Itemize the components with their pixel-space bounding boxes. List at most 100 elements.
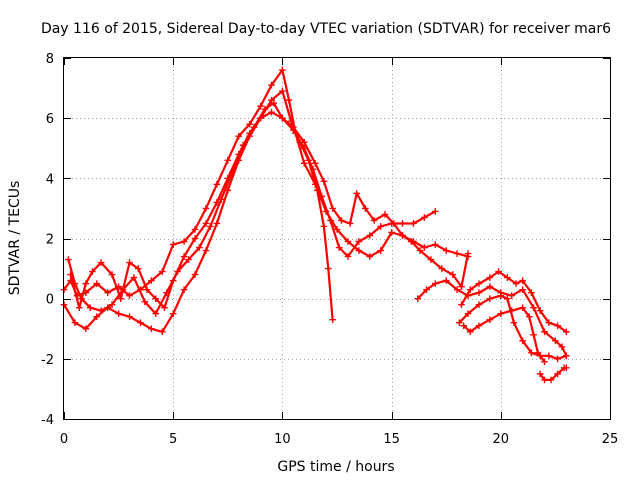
data-point (449, 271, 457, 278)
data-point (285, 96, 293, 104)
series-arc-6 (456, 292, 570, 363)
data-point (89, 268, 96, 275)
data-point (547, 376, 555, 384)
data-point (545, 319, 553, 327)
data-point (180, 238, 188, 245)
x-tick-label: 20 (493, 432, 510, 447)
data-point (563, 364, 570, 372)
data-point (475, 289, 483, 296)
x-tick-label: 5 (169, 432, 177, 447)
data-point (525, 313, 533, 321)
data-point (416, 247, 424, 254)
data-point (126, 259, 133, 266)
data-point (335, 244, 343, 251)
data-point (268, 108, 275, 116)
x-axis-label: GPS time / hours (277, 459, 394, 475)
y-axis-label: SDTVAR / TECUs (7, 181, 23, 296)
data-point (355, 238, 363, 245)
data-point (324, 265, 332, 272)
data-point (458, 301, 465, 308)
data-point (554, 322, 561, 330)
data-point (407, 238, 415, 245)
data-point (504, 295, 511, 302)
data-point (270, 99, 277, 107)
data-point (338, 217, 345, 224)
data-point (427, 256, 435, 263)
data-point (563, 328, 570, 336)
data-point (512, 280, 520, 287)
data-point (519, 286, 526, 293)
data-point (169, 310, 177, 318)
data-point (399, 232, 406, 239)
data-point (456, 319, 463, 327)
data-point (318, 193, 326, 200)
data-point (508, 292, 516, 299)
data-point (486, 316, 494, 324)
data-point (442, 277, 450, 284)
data-point (377, 247, 384, 254)
data-point (554, 370, 561, 378)
data-point (519, 277, 526, 284)
chart-title: Day 116 of 2015, Sidereal Day-to-day VTE… (41, 21, 611, 37)
y-tick-label: -4 (41, 413, 54, 428)
data-point (421, 244, 428, 251)
data-point (191, 226, 199, 233)
data-point (329, 316, 336, 324)
data-point (126, 292, 133, 299)
data-point (453, 286, 461, 293)
data-point (213, 181, 221, 188)
data-point (399, 220, 406, 227)
data-point (486, 295, 494, 302)
data-point (279, 66, 286, 74)
series-line (67, 101, 437, 315)
data-point (104, 289, 111, 296)
data-point (279, 114, 286, 122)
data-point (191, 235, 199, 242)
data-point (126, 313, 133, 321)
data-point (290, 123, 297, 131)
data-point (475, 301, 483, 308)
data-point (510, 319, 518, 327)
data-point (519, 304, 526, 311)
data-point (169, 277, 177, 284)
data-point (475, 280, 483, 287)
data-point (213, 199, 221, 206)
data-point (191, 271, 199, 278)
data-point (97, 307, 105, 314)
data-point (453, 250, 461, 257)
data-point (377, 223, 384, 230)
data-point (431, 241, 439, 248)
data-point (497, 310, 505, 318)
data-point (300, 144, 308, 152)
series-line (69, 111, 470, 309)
y-tick-label: 6 (46, 112, 54, 127)
data-point (309, 166, 317, 173)
data-point (158, 328, 166, 336)
data-point (329, 205, 336, 212)
series-line (62, 68, 470, 297)
data-point (224, 175, 232, 182)
data-point (86, 304, 94, 311)
data-point (536, 307, 544, 314)
data-point (279, 87, 286, 95)
data-point (65, 256, 72, 263)
data-point (202, 220, 210, 227)
data-point (93, 313, 101, 321)
data-point (423, 286, 430, 293)
data-point (235, 132, 243, 140)
y-tick-label: 4 (46, 172, 54, 187)
y-tick-label: 2 (46, 233, 54, 248)
data-point (534, 349, 542, 357)
data-point (320, 178, 328, 185)
data-point (82, 280, 90, 287)
data-point (466, 328, 474, 336)
data-point (180, 286, 188, 293)
series-line (416, 279, 568, 357)
data-point (108, 301, 116, 308)
data-point (82, 325, 90, 333)
data-point (508, 307, 516, 314)
data-point (388, 229, 395, 236)
data-point (381, 211, 389, 218)
data-point (217, 196, 225, 203)
data-point (152, 310, 160, 318)
